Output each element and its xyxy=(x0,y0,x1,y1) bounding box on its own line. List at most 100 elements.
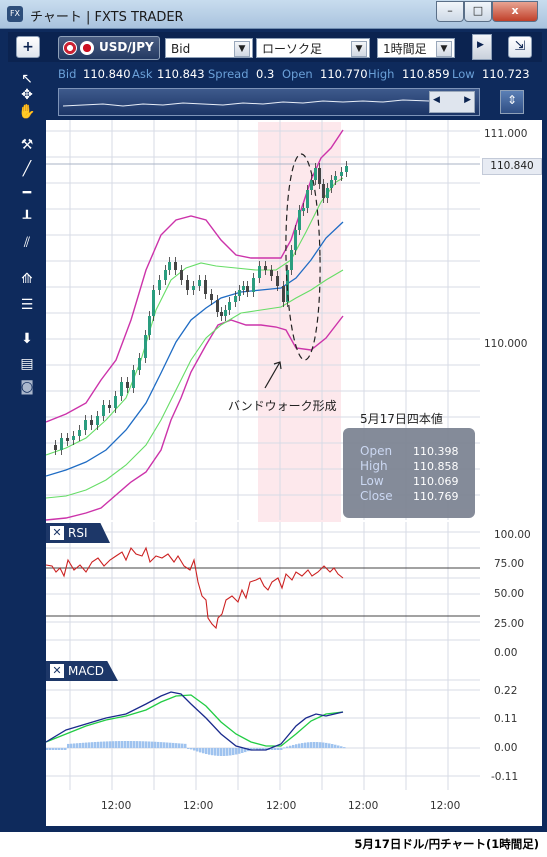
horizontal-line-icon[interactable]: ━ xyxy=(22,185,32,201)
spread-value: 0.3 xyxy=(256,67,275,81)
macd-hist-bar xyxy=(244,748,247,753)
macd-hist-bar xyxy=(286,746,289,748)
candle xyxy=(114,396,117,408)
bollinger-lower xyxy=(46,315,344,521)
macd-hist-bar xyxy=(331,744,334,748)
macd-signal-line xyxy=(46,694,344,747)
close-button[interactable]: x xyxy=(492,1,538,22)
ohlc-close-label: Close xyxy=(360,489,393,503)
bollinger-upper-inner xyxy=(46,177,344,456)
macd-hist-bar xyxy=(211,748,214,756)
macd-line xyxy=(46,691,344,751)
macd-hist-bar xyxy=(154,741,157,748)
add-chart-button[interactable]: + xyxy=(16,36,40,58)
candle xyxy=(242,286,245,290)
candle xyxy=(54,445,57,450)
macd-hist-bar xyxy=(94,741,97,748)
minimize-button[interactable]: – xyxy=(436,1,464,22)
candle xyxy=(152,290,155,316)
toolbar-scroll-button[interactable]: ▶ xyxy=(472,34,492,60)
macd-hist-bar xyxy=(163,742,166,748)
rsi-panel-header[interactable]: ✕ RSI xyxy=(46,523,110,543)
candle xyxy=(282,286,285,302)
macd-hist-bar xyxy=(235,748,238,755)
ohlc-open-value: 110.398 xyxy=(413,445,459,458)
fan-icon[interactable]: ⟰ xyxy=(21,271,33,287)
chart-type-select[interactable]: ローソク足 ▼ xyxy=(256,38,370,58)
macd-hist-bar xyxy=(262,748,265,750)
candle xyxy=(108,405,111,408)
macd-hist-bar xyxy=(136,741,139,748)
pin-icon[interactable]: ⚒ xyxy=(20,137,34,153)
macd-hist-bar xyxy=(175,743,178,748)
camera-icon[interactable]: ◙ xyxy=(20,379,34,395)
macd-hist-bar xyxy=(121,741,124,748)
rsi-label-25: 25.00 xyxy=(494,618,525,630)
candle xyxy=(294,230,297,250)
macd-hist-bar xyxy=(229,748,232,756)
candle xyxy=(238,290,241,296)
fib-lines-icon[interactable]: ☰ xyxy=(20,297,34,313)
macd-hist-bar xyxy=(91,742,94,748)
macd-label-011: 0.11 xyxy=(494,713,518,725)
collapse-icon[interactable]: ⇲ xyxy=(508,36,532,58)
candle xyxy=(326,188,329,198)
crosshair-cursor-icon[interactable]: ✥ xyxy=(21,87,33,103)
macd-hist-bar xyxy=(187,748,190,749)
quote-bar: Bid 110.840 Ask 110.843 Spread 0.3 Open … xyxy=(58,67,543,83)
timeframe-select[interactable]: 1時間足 ▼ xyxy=(377,38,455,58)
close-icon[interactable]: ✕ xyxy=(50,664,64,678)
macd-hist-bar xyxy=(256,748,259,750)
parallel-lines-icon[interactable]: ⫽ xyxy=(23,235,31,251)
ohlc-high-label: High xyxy=(360,459,388,473)
candle xyxy=(220,312,223,316)
rsi-grid xyxy=(46,522,480,660)
band-walk-label: バンドウォーク形成 xyxy=(228,399,337,413)
macd-hist-bar xyxy=(58,748,61,750)
current-price-tag: 110.840 xyxy=(482,158,542,175)
macd-hist-bar xyxy=(61,748,64,750)
auto-scale-button[interactable]: ⇕ xyxy=(500,90,524,114)
macd-hist-bar xyxy=(145,741,148,748)
price-type-select[interactable]: Bid ▼ xyxy=(165,38,253,58)
macd-hist-bar xyxy=(241,748,244,753)
macd-hist-bar xyxy=(217,748,220,756)
chart-svg[interactable] xyxy=(46,120,542,796)
macd-hist-bar xyxy=(160,742,163,748)
cursor-icon[interactable]: ↖ xyxy=(21,71,33,87)
candle xyxy=(276,276,279,286)
list-icon[interactable]: ▤ xyxy=(20,356,34,372)
title-bar[interactable]: FX チャート | FXTS TRADER – □ x xyxy=(0,0,547,29)
macd-hist-bar xyxy=(307,742,310,748)
macd-hist-bar xyxy=(298,743,301,748)
ask-value: 110.843 xyxy=(157,67,205,81)
hand-icon[interactable]: ✋ xyxy=(18,104,36,120)
candle xyxy=(310,180,313,190)
line-icon[interactable]: ╱ xyxy=(22,161,32,177)
chevron-right-icon: ▶ xyxy=(464,95,471,105)
macd-hist-bar xyxy=(178,743,181,748)
macd-hist-bar xyxy=(85,742,88,748)
symbol-selector[interactable]: USD/JPY xyxy=(58,36,160,60)
ohlc-high-value: 110.858 xyxy=(413,460,459,473)
candle xyxy=(180,270,183,280)
navigator-handle[interactable]: ◀ ▶ xyxy=(429,91,475,113)
candle xyxy=(186,280,189,290)
macd-hist-bar xyxy=(151,741,154,748)
macd-hist-bar xyxy=(76,743,79,748)
close-icon[interactable]: ✕ xyxy=(50,526,64,540)
timeframe-value: 1時間足 xyxy=(383,42,427,56)
macd-hist-bar xyxy=(304,742,307,748)
macd-panel-header[interactable]: ✕ MACD xyxy=(46,661,118,681)
macd-hist-bar xyxy=(220,748,223,756)
navigator-strip[interactable]: ◀ ▶ xyxy=(58,88,480,116)
chevron-right-icon: ▶ xyxy=(477,40,484,50)
download-icon[interactable]: ⬇ xyxy=(21,331,33,347)
macd-hist-bar xyxy=(103,741,106,748)
candle xyxy=(168,262,171,270)
maximize-button[interactable]: □ xyxy=(464,1,492,22)
ohlc-box: Open 110.398 High 110.858 Low 110.069 Cl… xyxy=(343,428,475,518)
candle xyxy=(258,266,261,278)
macd-hist-bar xyxy=(133,741,136,748)
t-line-icon[interactable]: ┸ xyxy=(22,211,32,227)
